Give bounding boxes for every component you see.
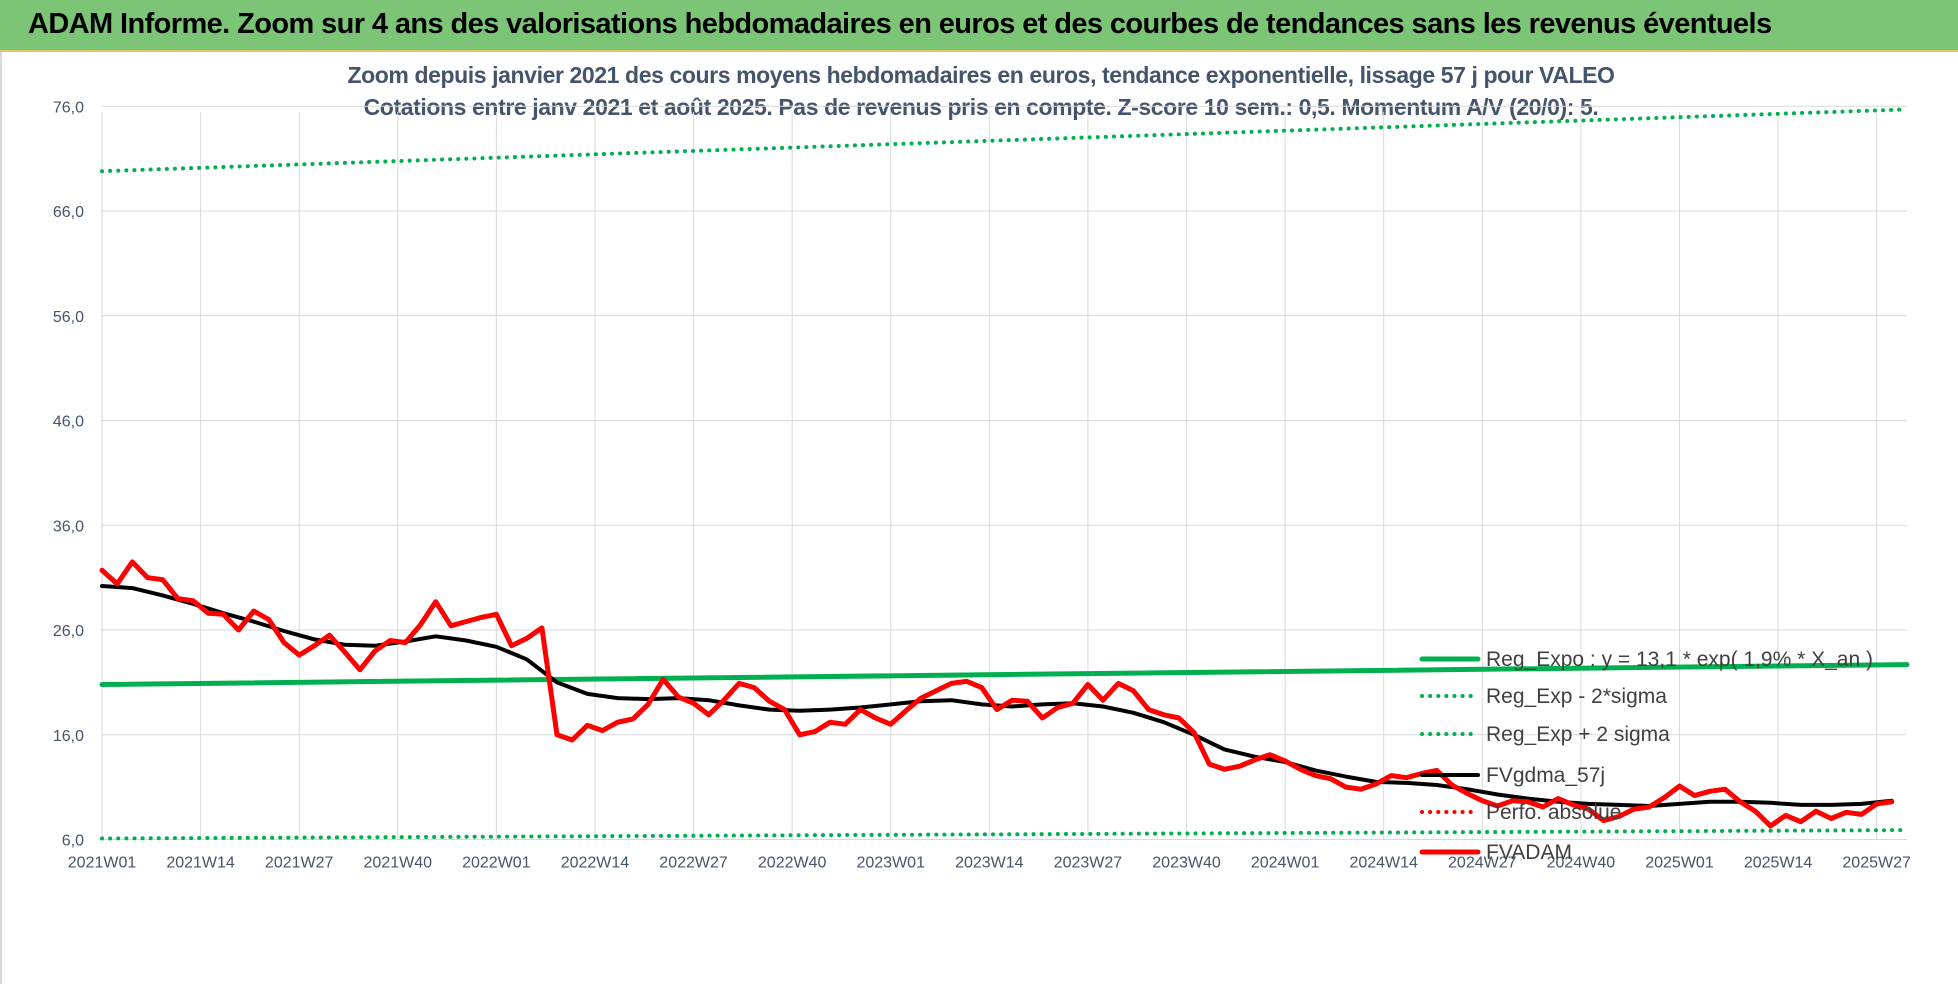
- x-tick-label: 2022W40: [758, 855, 827, 872]
- report-banner: ADAM Informe. Zoom sur 4 ans des valoris…: [0, 0, 1958, 52]
- x-tick-label: 2022W14: [561, 855, 630, 872]
- x-tick-label: 2023W01: [856, 855, 925, 872]
- report-title: ADAM Informe. Zoom sur 4 ans des valoris…: [28, 8, 1772, 40]
- x-tick-label: 2023W40: [1152, 855, 1221, 872]
- chart-area: Zoom depuis janvier 2021 des cours moyen…: [0, 52, 1958, 984]
- y-tick-label: 76,0: [53, 99, 84, 116]
- x-tick-label: 2021W14: [166, 855, 235, 872]
- legend-label: FVgdma_57j: [1486, 764, 1605, 787]
- y-tick-label: 66,0: [53, 204, 84, 221]
- y-tick-label: 26,0: [53, 623, 84, 640]
- legend-label: Reg_Expo : y = 13,1 * exp( 1,9% * X_an ): [1486, 648, 1873, 671]
- x-tick-label: 2025W27: [1842, 855, 1911, 872]
- legend-label: Reg_Exp - 2*sigma: [1486, 685, 1667, 708]
- x-tick-label: 2023W27: [1054, 855, 1123, 872]
- x-tick-label: 2024W27: [1448, 855, 1517, 872]
- series-line-5: [99, 559, 1895, 829]
- x-tick-label: 2021W01: [68, 855, 137, 872]
- x-tick-label: 2022W01: [462, 855, 531, 872]
- x-tick-label: 2024W14: [1349, 855, 1418, 872]
- x-tick-label: 2025W01: [1645, 855, 1714, 872]
- legend-label: Perfo. absolue: [1486, 801, 1621, 824]
- chart-title-line1: Zoom depuis janvier 2021 des cours moyen…: [347, 62, 1615, 88]
- x-tick-label: 2021W27: [265, 855, 334, 872]
- series-line-0: [99, 662, 1910, 687]
- y-tick-label: 46,0: [53, 414, 84, 431]
- x-tick-label: 2025W14: [1744, 855, 1813, 872]
- line-chart: 76,0 66,0 56,0 46,0 36,0 26,0 16,0 6,0 2021W01 20…: [53, 99, 1911, 872]
- y-tick-label: 16,0: [53, 728, 84, 745]
- x-tick-label: 2021W40: [364, 855, 433, 872]
- x-tick-label: 2023W14: [955, 855, 1024, 872]
- x-tick-label: 2024W01: [1251, 855, 1320, 872]
- x-tick-label: 2024W40: [1547, 855, 1616, 872]
- legend-label: Reg_Exp + 2 sigma: [1486, 723, 1670, 746]
- y-tick-label: 36,0: [53, 518, 84, 535]
- chart-title-line2: Cotations entre janv 2021 et août 2025. …: [363, 94, 1599, 120]
- y-tick-label: 6,0: [62, 833, 84, 850]
- y-tick-label: 56,0: [53, 309, 84, 326]
- series-line-2: [100, 107, 1909, 174]
- series-line-1: [100, 828, 1909, 841]
- legend-label: FVADAM: [1486, 841, 1572, 864]
- x-tick-label: 2022W27: [659, 855, 728, 872]
